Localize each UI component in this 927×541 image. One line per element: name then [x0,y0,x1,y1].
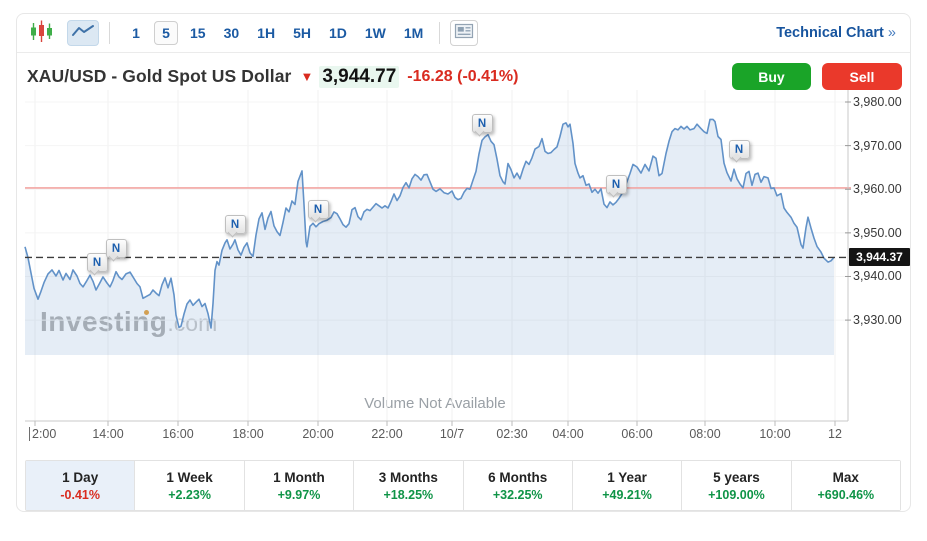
line-chart-icon [69,21,97,46]
last-price-badge: 3,944.37 [849,248,910,267]
technical-chart-label: Technical Chart [776,25,884,41]
perf-value: +18.25% [383,487,434,502]
perf-label: 1 Month [273,469,325,485]
x-axis-label: 12 [828,427,842,441]
perf-value: +49.21% [602,487,652,502]
y-axis-label: 3,930.00 [853,313,902,328]
perf-cell-1-day[interactable]: 1 Day -0.41% [26,461,136,510]
down-arrow-icon: ▼ [300,69,314,84]
performance-table: 1 Day -0.41% 1 Week +2.23% 1 Month +9.97% 3 Mo… [25,460,901,511]
news-marker[interactable]: N [605,174,627,194]
x-axis-label: 20:00 [302,427,334,441]
x-axis-label: 06:00 [621,427,653,441]
price-change: -16.28 (-0.41%) [407,68,518,86]
perf-value: +9.97% [277,487,321,502]
y-axis-label: 3,960.00 [853,182,902,197]
perf-cell-5-years[interactable]: 5 years +109.00% [682,461,792,510]
perf-label: 1 Year [607,469,647,485]
chart-toolbar: 1 5 15 30 1H 5H 1D 1W 1M Technical Chart » [17,14,910,53]
y-axis-label: 3,940.00 [853,269,902,284]
investing-watermark: Investing.com [40,306,217,338]
x-axis-label: 18:00 [232,427,264,441]
buy-button[interactable]: Buy [732,63,811,90]
watermark-dot [144,310,149,315]
line-chart-button[interactable] [67,20,99,46]
perf-value: -0.41% [60,487,100,502]
perf-label: 1 Day [62,469,99,485]
last-price: 3,944.77 [319,65,400,88]
toolbar-divider [109,22,110,44]
news-marker[interactable]: N [471,113,493,133]
timeframe-button-1[interactable]: 1 [132,25,140,41]
perf-cell-max[interactable]: Max +690.46% [791,461,900,510]
timeframe-button-5H[interactable]: 5H [293,25,311,41]
candlestick-icon [29,18,55,49]
x-axis-label: 22:00 [371,427,403,441]
perf-value: +109.00% [708,487,765,502]
timeframe-button-15[interactable]: 15 [190,25,206,41]
x-axis-label: 10:00 [759,427,791,441]
perf-value: +32.25% [492,487,543,502]
perf-label: Max [832,469,859,485]
volume-status: Volume Not Available [364,395,506,412]
perf-label: 6 Months [488,469,548,485]
news-marker[interactable]: N [86,252,108,272]
timeframe-button-1D[interactable]: 1D [328,25,347,41]
watermark-suffix: .com [167,310,218,336]
x-axis-label: 08:00 [689,427,721,441]
x-axis-label: 04:00 [552,427,584,441]
instrument-title: XAU/USD - Gold Spot US Dollar [27,66,292,86]
news-marker[interactable]: N [728,139,750,159]
news-marker[interactable]: N [224,214,246,234]
candlestick-chart-button[interactable] [27,20,57,46]
change-percent: (-0.41%) [457,67,519,85]
x-axis-label: 10/7 [439,427,465,441]
news-marker[interactable]: N [105,238,127,258]
perf-cell-1-week[interactable]: 1 Week +2.23% [135,461,245,510]
x-axis-label: 14:00 [92,427,124,441]
perf-cell-1-month[interactable]: 1 Month +9.97% [244,461,355,510]
y-axis-label: 3,950.00 [853,225,902,240]
instrument-header: XAU/USD - Gold Spot US Dollar ▼ 3,944.77… [17,53,910,100]
news-marker[interactable]: N [307,199,329,219]
x-axis-label: 2:00 [29,427,56,441]
news-feed-icon [454,22,474,45]
perf-cell-1-year[interactable]: 1 Year +49.21% [572,461,683,510]
perf-label: 5 years [713,469,760,485]
timeframe-button-5[interactable]: 5 [154,21,178,45]
perf-label: 3 Months [378,469,438,485]
timeframe-button-1M[interactable]: 1M [403,25,424,41]
perf-label: 1 Week [166,469,213,485]
y-axis-label: 3,980.00 [853,95,902,109]
timeframe-button-30[interactable]: 30 [223,25,240,41]
y-axis-label: 3,970.00 [853,138,902,153]
news-feed-button[interactable] [450,20,479,46]
perf-value: +690.46% [817,487,875,502]
timeframe-button-1H[interactable]: 1H [257,25,276,41]
perf-cell-3-months[interactable]: 3 Months +18.25% [354,461,464,510]
toolbar-divider [439,22,441,44]
chevron-right-icon: » [887,25,896,41]
technical-chart-link[interactable]: Technical Chart » [776,25,900,41]
timeframe-selector: 1 5 15 30 1H 5H 1D 1W 1M [124,21,429,45]
change-absolute: -16.28 [407,67,453,85]
x-axis-label: 02:30 [496,427,528,441]
perf-value: +2.23% [168,487,211,502]
perf-cell-6-months[interactable]: 6 Months +32.25% [463,461,573,510]
sell-button[interactable]: Sell [822,63,902,90]
timeframe-button-1W[interactable]: 1W [364,25,386,41]
x-axis-label: 16:00 [162,427,194,441]
